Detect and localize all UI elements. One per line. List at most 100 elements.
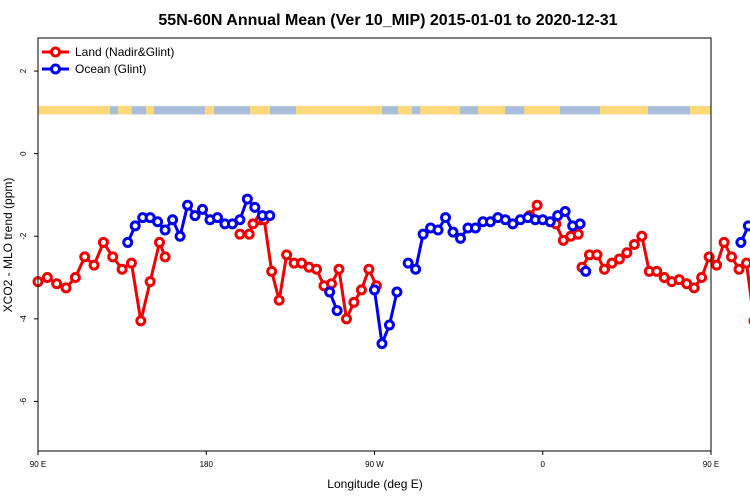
data-point	[197, 203, 209, 215]
data-point	[613, 253, 625, 265]
data-point	[311, 263, 323, 275]
y-tick-label: 0	[19, 151, 28, 156]
data-point	[159, 224, 171, 236]
data-point	[621, 247, 633, 259]
data-point	[241, 193, 253, 205]
data-point	[369, 284, 380, 296]
data-point	[340, 313, 352, 325]
data-point	[417, 228, 429, 240]
data-point	[159, 251, 171, 263]
x-tick-label: 180	[200, 460, 214, 469]
series-line	[262, 219, 378, 321]
data-point	[60, 282, 72, 294]
series-layer	[32, 193, 750, 350]
map-strip-land	[146, 106, 154, 115]
legend-land-marker	[50, 46, 61, 58]
data-point	[711, 259, 723, 271]
data-point	[574, 218, 586, 230]
data-point	[97, 236, 109, 248]
data-point	[331, 305, 343, 317]
data-point	[688, 282, 700, 294]
data-point	[249, 201, 261, 213]
data-point	[79, 251, 91, 263]
data-point	[454, 232, 466, 244]
data-point	[326, 278, 338, 290]
data-point	[591, 249, 603, 261]
data-point	[447, 226, 459, 238]
data-point	[211, 212, 223, 224]
data-point	[144, 276, 156, 288]
data-point	[741, 257, 750, 269]
data-point	[580, 265, 592, 277]
map-strip-land	[38, 106, 110, 115]
data-point	[572, 228, 584, 240]
y-tick-label: -4	[19, 315, 28, 323]
data-point	[324, 286, 336, 298]
data-point	[559, 205, 571, 217]
data-point	[703, 251, 715, 263]
data-point	[651, 265, 663, 277]
map-strip-land	[600, 106, 648, 115]
data-point	[167, 214, 179, 226]
data-point	[718, 236, 730, 248]
data-point	[154, 236, 166, 248]
data-point	[243, 228, 255, 240]
x-tick-label: 90 E	[30, 460, 46, 469]
map-strip-land	[118, 106, 132, 115]
legend: Land (Nadir&Glint) Ocean (Glint)	[42, 45, 174, 76]
data-point	[402, 257, 414, 269]
data-point	[348, 296, 360, 308]
data-point	[264, 210, 276, 222]
y-tick-label: -6	[19, 397, 28, 405]
data-point	[234, 228, 246, 240]
data-point	[135, 315, 147, 327]
data-point	[69, 272, 81, 284]
data-point	[598, 263, 610, 275]
data-point	[628, 239, 640, 250]
data-point	[544, 216, 556, 228]
data-point	[234, 214, 246, 226]
map-strip-land	[478, 106, 505, 115]
map-strip-land	[398, 106, 412, 115]
data-point	[376, 338, 388, 350]
x-tick-label: 90 W	[365, 460, 384, 469]
data-point	[189, 210, 201, 222]
map-strip-land	[420, 106, 460, 115]
series-line	[373, 289, 399, 346]
y-tick-label: 2	[19, 68, 28, 73]
data-point	[125, 257, 137, 269]
legend-ocean-label: Ocean (Glint)	[75, 62, 146, 76]
y-tick-label: -2	[19, 232, 28, 240]
data-point	[363, 263, 375, 275]
data-point	[152, 216, 164, 228]
data-point	[51, 278, 63, 290]
data-point	[355, 284, 367, 296]
y-axis-label: XCO2 - MLO trend (ppm)	[1, 178, 15, 313]
x-tick-label: 0	[541, 460, 546, 469]
data-point	[735, 236, 747, 248]
series-ocean	[122, 193, 750, 350]
map-strip-land	[690, 106, 711, 115]
data-point	[531, 199, 543, 211]
data-point	[116, 263, 128, 275]
data-point	[333, 263, 345, 275]
data-point	[726, 251, 738, 263]
data-point	[88, 259, 100, 271]
chart-title: 55N-60N Annual Mean (Ver 10_MIP) 2015-01…	[158, 12, 617, 29]
data-point	[742, 220, 750, 232]
data-point	[432, 224, 444, 236]
data-point	[281, 249, 293, 261]
legend-ocean-marker	[50, 63, 61, 75]
map-strip-land	[205, 106, 214, 115]
series-land	[32, 199, 750, 327]
map-strip-land	[296, 106, 382, 115]
map-strip-land	[250, 106, 270, 115]
data-point	[469, 222, 481, 234]
data-point	[122, 236, 134, 248]
data-point	[182, 199, 194, 211]
legend-land-label: Land (Nadir&Glint)	[75, 45, 174, 59]
data-point	[733, 263, 745, 275]
data-point	[696, 272, 708, 284]
data-point	[129, 220, 141, 232]
